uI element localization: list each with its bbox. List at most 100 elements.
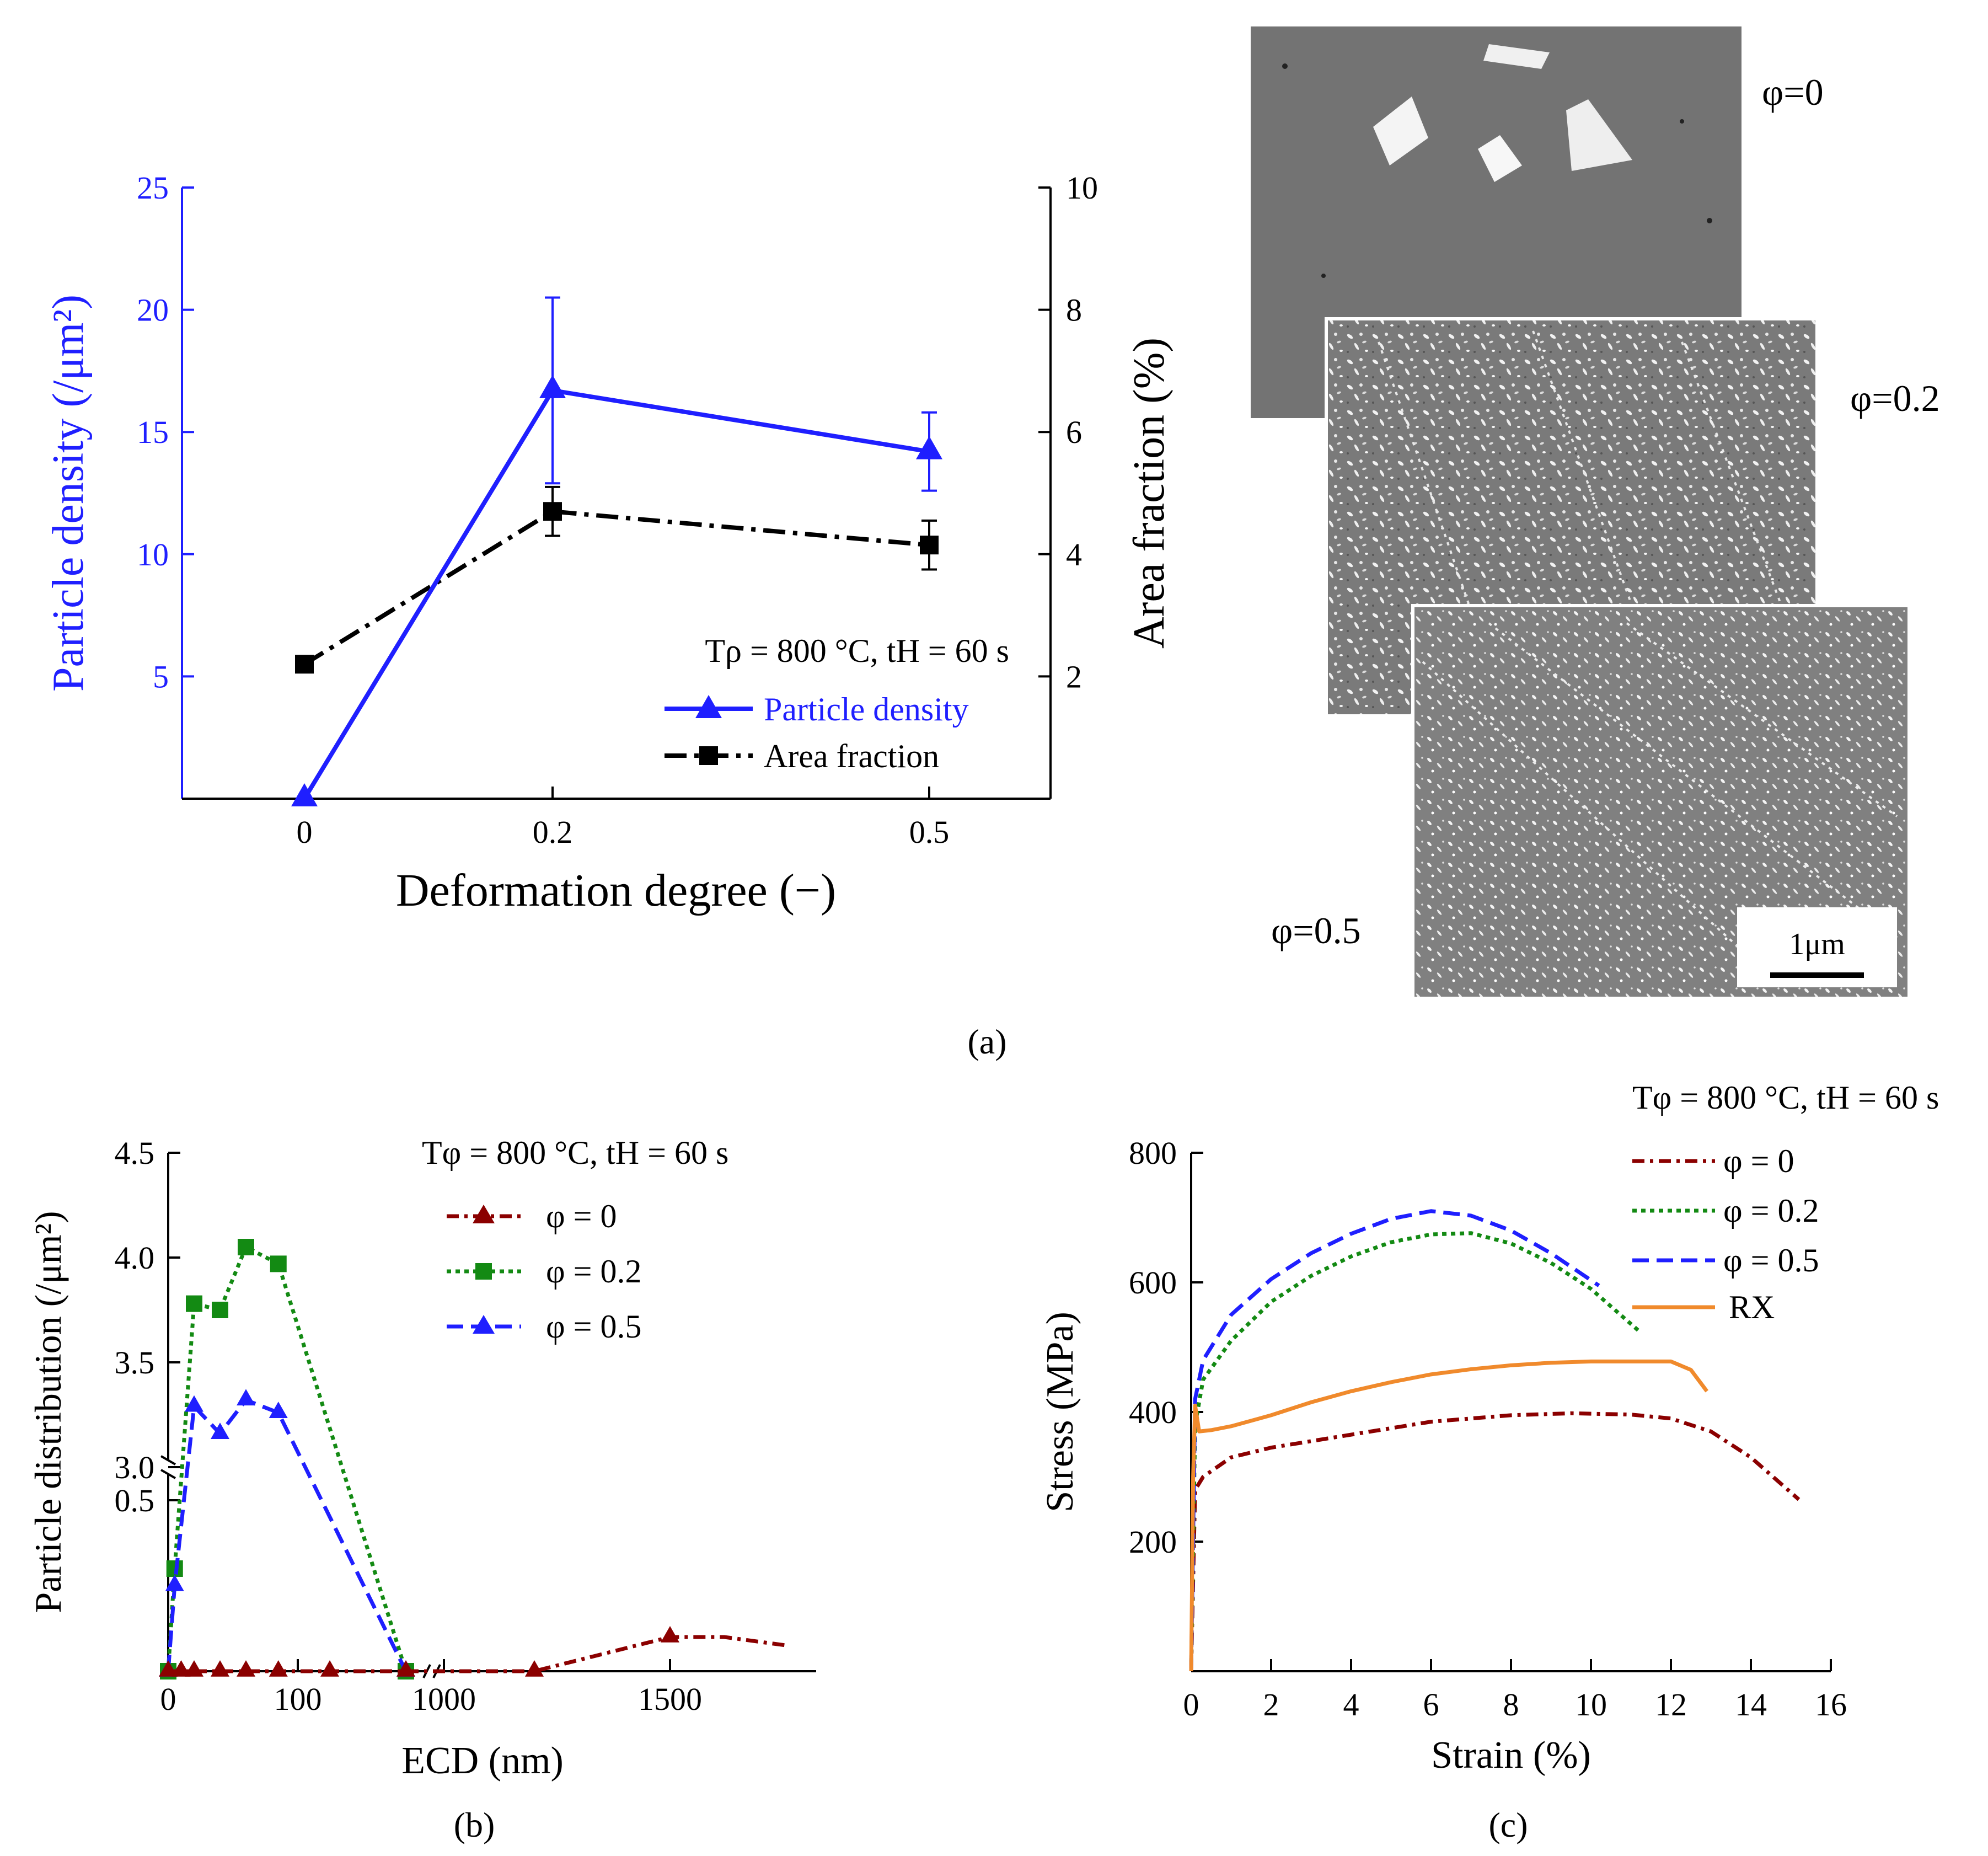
- legend-square-marker: [699, 746, 718, 765]
- chart-c-xtick-label: 8: [1503, 1687, 1519, 1723]
- chart-a-ytick-left-label: 15: [137, 414, 169, 450]
- chart-a-legend-area-label: Area fraction: [764, 738, 939, 774]
- chart-b-point-phi0: [159, 1660, 178, 1677]
- chart-a-ytick-right-label: 2: [1066, 659, 1082, 694]
- chart-c-xtick-label: 10: [1575, 1687, 1607, 1723]
- chart-c-annotation: Tφ = 800 °C, tH = 60 s: [1632, 1079, 1939, 1116]
- chart-b-point-phi0: [320, 1660, 339, 1677]
- chart-b-axis-break-y2: [160, 1469, 176, 1479]
- chart-c-xtick-label: 0: [1183, 1687, 1199, 1723]
- chart-c-legend-phi05: φ = 0.5: [1723, 1242, 1819, 1279]
- chart-b-legend-phi05: φ = 0.5: [546, 1308, 641, 1345]
- chart-a-point-area-fraction: [543, 502, 562, 521]
- chart-c-legend: φ = 0 φ = 0.2 φ = 0.5 RX: [1632, 1143, 1819, 1325]
- chart-b-point-phi0: [172, 1660, 191, 1677]
- chart-b-legend-phi02: φ = 0.2: [546, 1253, 641, 1290]
- chart-a-xtick-label: 0.2: [533, 814, 573, 850]
- chart-c-xtick-label: 14: [1735, 1687, 1767, 1723]
- chart-c-xtick-label: 6: [1423, 1687, 1439, 1723]
- chart-a-line-particle-density: [302, 388, 930, 800]
- micrographs: φ=0 φ=0.2 1μm φ=0.5: [1251, 26, 1940, 1000]
- chart-a-ytick-left-label: 5: [153, 659, 169, 694]
- chart-c-ytick-label: 200: [1129, 1524, 1177, 1560]
- chart-c-legend-rx: RX: [1729, 1289, 1775, 1325]
- chart-c-line-phi02: [1189, 1231, 1641, 1672]
- caption-c: (c): [1488, 1805, 1528, 1844]
- chart-b-ylabel: Particle distribution (/μm²): [27, 1211, 69, 1613]
- chart-a-ytick-left-label: 10: [137, 537, 169, 573]
- chart-c-xlabel: Strain (%): [1431, 1734, 1591, 1777]
- chart-c-line-phi0: [1189, 1411, 1801, 1672]
- chart-a-legend-density: Particle density: [665, 691, 969, 728]
- chart-a-point-particle-density: [916, 436, 942, 459]
- legend-triangle-marker: [695, 695, 722, 718]
- chart-c-legend-phi02: φ = 0.2: [1723, 1192, 1819, 1229]
- chart-b-point-phi02: [238, 1239, 254, 1255]
- chart-b-legend: φ = 0 φ = 0.2 φ = 0.5: [447, 1198, 641, 1345]
- chart-c-xtick-label: 12: [1655, 1687, 1687, 1723]
- chart-b-xtick-label: 100: [274, 1681, 322, 1717]
- chart-b-point-phi02: [270, 1255, 287, 1272]
- chart-b-line-phi0: [168, 1635, 788, 1673]
- chart-a-xtick-label: 0.5: [909, 814, 950, 850]
- legend-square-marker-phi02: [475, 1263, 492, 1280]
- chart-a-legend-density-label: Particle density: [764, 691, 969, 728]
- chart-b-point-phi05: [211, 1422, 229, 1439]
- micrograph-label-phi-05: φ=0.5: [1271, 910, 1361, 951]
- chart-b-axis-break-y1: [160, 1455, 176, 1465]
- chart-c-legend-phi0: φ = 0: [1723, 1143, 1794, 1179]
- chart-a-ylabel-right: Area fraction (%): [1125, 338, 1173, 649]
- chart-b-line-phi02: [166, 1244, 408, 1672]
- chart-b-point-phi05: [269, 1402, 288, 1418]
- chart-a-ytick-left-label: 25: [137, 170, 169, 206]
- micrograph-phi-05: 1μm φ=0.5: [1271, 604, 1911, 1000]
- chart-a-legend-area: Area fraction: [665, 738, 939, 774]
- chart-b-annotation: Tφ = 800 °C, tH = 60 s: [422, 1135, 728, 1171]
- chart-b-point-phi02: [212, 1302, 228, 1318]
- chart-c-ylabel: Stress (MPa): [1039, 1312, 1081, 1512]
- chart-c-ytick-label: 400: [1129, 1394, 1177, 1430]
- chart-b-xtick-label: 0: [160, 1681, 176, 1717]
- chart-a-xlabel: Deformation degree (−): [396, 865, 836, 916]
- chart-b-ytick-label: 3.5: [115, 1345, 155, 1381]
- chart-a-point-area-fraction: [920, 536, 939, 555]
- chart-b-ytick-label: 4.0: [115, 1240, 155, 1276]
- chart-b-point-phi0: [396, 1660, 415, 1677]
- chart-b: 0 100 1000 1500 3.0 3.5 4.0 4.5 0.5 Particle dis…: [27, 1135, 816, 1782]
- chart-a: 5 10 15 20 25 2 4 6 8 10 0 0.2 0.5 Particle density …: [44, 170, 1173, 916]
- chart-b-point-phi0: [185, 1660, 203, 1677]
- chart-c-xtick-label: 16: [1815, 1687, 1847, 1723]
- chart-c-xtick-label: 4: [1343, 1687, 1359, 1723]
- chart-b-xtick-label: 1000: [412, 1681, 476, 1717]
- chart-a-ytick-right-label: 10: [1066, 170, 1098, 206]
- chart-c-line-rx: [1189, 1359, 1709, 1672]
- chart-b-point-phi0: [661, 1626, 679, 1643]
- chart-c-ytick-label: 800: [1129, 1135, 1177, 1171]
- chart-a-annotation: Tρ = 800 °C, tH = 60 s: [705, 633, 1009, 669]
- chart-b-point-phi02: [186, 1295, 202, 1312]
- chart-a-point-particle-density: [291, 783, 318, 806]
- micrograph-label-phi-0: φ=0: [1762, 71, 1824, 113]
- chart-b-xtick-label: 1500: [638, 1681, 702, 1717]
- chart-c-line-phi05: [1189, 1209, 1600, 1672]
- chart-b-point-phi0: [525, 1660, 544, 1677]
- chart-a-ytick-right-label: 8: [1066, 292, 1082, 328]
- caption-b: (b): [454, 1805, 495, 1844]
- micrograph-label-phi-02: φ=0.2: [1850, 377, 1940, 419]
- caption-a: (a): [967, 1022, 1006, 1061]
- legend-triangle-marker-phi05: [473, 1315, 495, 1334]
- chart-a-ytick-left-label: 20: [137, 292, 169, 328]
- chart-a-ylabel-left: Particle density (/μm²): [44, 295, 93, 692]
- chart-a-line-area-fraction: [303, 509, 930, 666]
- chart-b-ytick-label: 0.5: [115, 1483, 155, 1518]
- chart-b-xlabel: ECD (nm): [401, 1740, 564, 1782]
- chart-b-point-phi05: [165, 1575, 184, 1591]
- chart-b-point-phi05: [185, 1395, 203, 1412]
- chart-a-ytick-right-label: 6: [1066, 414, 1082, 450]
- chart-c: 0 2 4 6 8 10 12 14 16 200 400 600 800 Stress (MPa) S…: [1039, 1079, 1939, 1777]
- chart-a-point-particle-density: [539, 375, 566, 398]
- chart-b-point-phi0: [269, 1660, 288, 1677]
- chart-b-legend-phi0: φ = 0: [546, 1198, 617, 1234]
- chart-a-ytick-right-label: 4: [1066, 537, 1082, 573]
